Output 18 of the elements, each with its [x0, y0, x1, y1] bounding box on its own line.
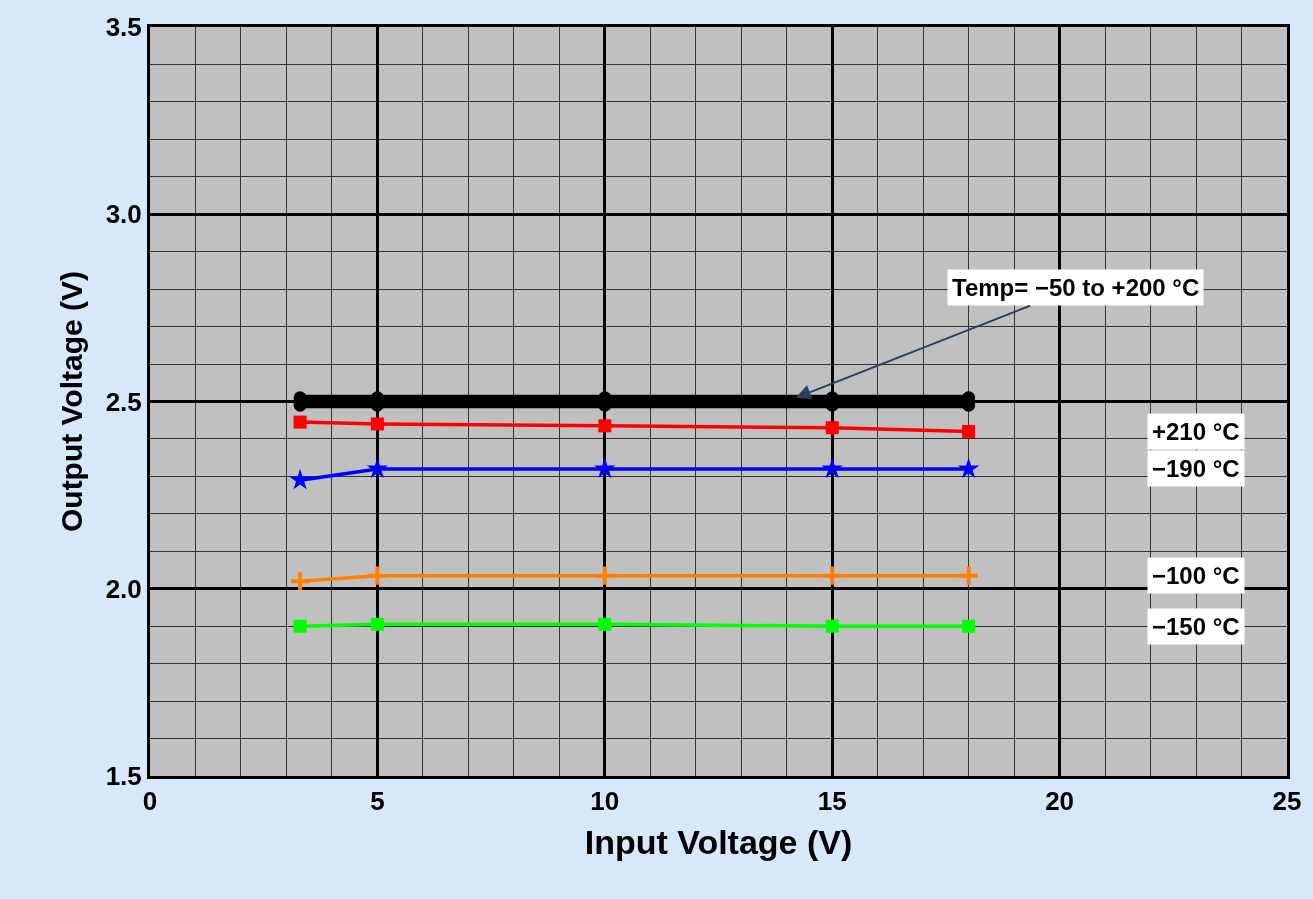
x-tick-label: 15 [817, 786, 847, 817]
y-tick-label: 3.0 [105, 199, 142, 230]
y-axis-title: Output Voltage (V) [54, 270, 88, 533]
y-tick-label: 1.5 [105, 761, 142, 792]
y-tick-label: 2.0 [105, 573, 142, 604]
x-tick-label: 5 [370, 786, 385, 817]
y-tick-label: 3.5 [105, 12, 142, 43]
x-tick-label: 0 [142, 786, 158, 817]
x-tick-label: 25 [1272, 786, 1302, 817]
x-axis-title: Input Voltage (V) [584, 822, 853, 861]
text: +210 °C [1152, 418, 1240, 445]
text: −190 °C [1152, 455, 1240, 482]
x-tick-label: 20 [1045, 786, 1075, 817]
x-tick-label: 10 [590, 786, 620, 817]
y-tick-label: 2.5 [105, 386, 142, 417]
annotation: Temp= −50 to +200 °C [952, 274, 1200, 301]
text: −100 °C [1152, 562, 1240, 589]
text: −150 °C [1152, 613, 1240, 640]
